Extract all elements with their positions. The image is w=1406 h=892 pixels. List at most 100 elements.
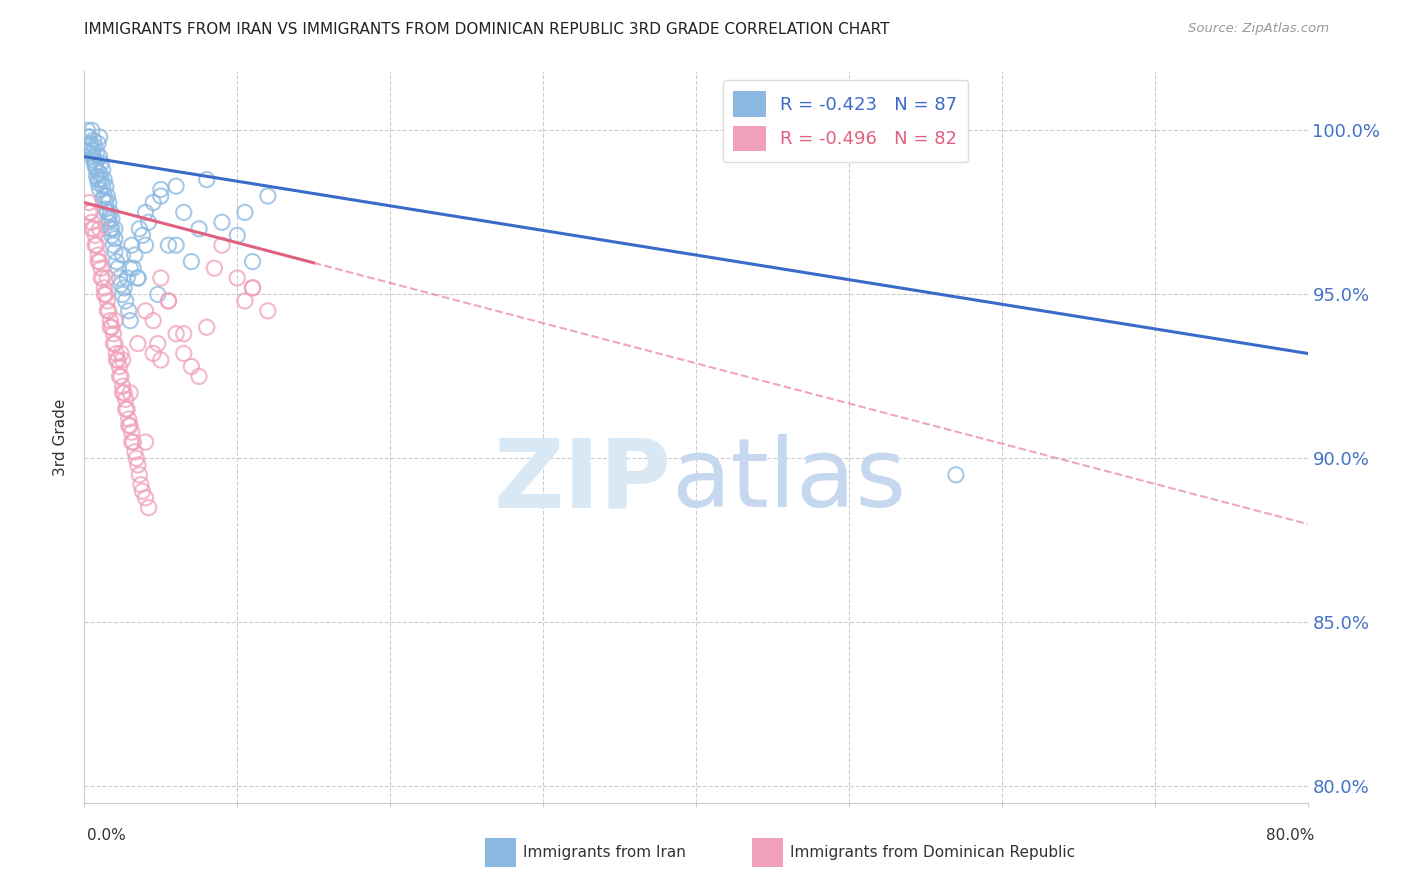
- Point: [98, 205, 121, 219]
- Point: [86, 169, 108, 184]
- Point: [97, 215, 120, 229]
- Point: [135, 205, 157, 219]
- Point: [89, 130, 111, 145]
- Text: ZIP: ZIP: [494, 434, 672, 527]
- Point: [83, 133, 105, 147]
- Point: [103, 336, 125, 351]
- Point: [112, 281, 135, 295]
- Point: [120, 313, 142, 327]
- Point: [124, 248, 146, 262]
- Point: [111, 287, 134, 301]
- Point: [157, 293, 180, 308]
- Point: [94, 287, 117, 301]
- Point: [91, 179, 114, 194]
- Point: [84, 140, 107, 154]
- Point: [226, 228, 249, 243]
- Point: [90, 261, 112, 276]
- Point: [195, 172, 218, 186]
- Text: atlas: atlas: [672, 434, 907, 527]
- Point: [93, 287, 115, 301]
- Point: [127, 458, 149, 472]
- Point: [105, 353, 128, 368]
- Point: [93, 172, 115, 186]
- Point: [173, 326, 195, 341]
- Point: [84, 160, 107, 174]
- Point: [97, 211, 120, 226]
- Point: [127, 336, 149, 351]
- Point: [94, 195, 117, 210]
- Point: [96, 205, 118, 219]
- Point: [195, 320, 218, 334]
- Legend: R = -0.423   N = 87, R = -0.496   N = 82: R = -0.423 N = 87, R = -0.496 N = 82: [723, 80, 969, 162]
- Point: [188, 222, 211, 236]
- Point: [138, 215, 160, 229]
- Point: [86, 146, 108, 161]
- Point: [83, 222, 105, 236]
- Point: [142, 195, 165, 210]
- Point: [96, 293, 118, 308]
- Point: [79, 136, 101, 151]
- Point: [77, 195, 100, 210]
- Point: [211, 215, 233, 229]
- Text: Immigrants from Dominican Republic: Immigrants from Dominican Republic: [790, 846, 1076, 860]
- Point: [108, 369, 131, 384]
- Point: [104, 222, 127, 236]
- Point: [96, 189, 118, 203]
- Point: [146, 336, 169, 351]
- Point: [89, 222, 111, 236]
- Point: [87, 176, 110, 190]
- Point: [125, 451, 148, 466]
- Point: [84, 238, 107, 252]
- Point: [135, 238, 157, 252]
- Point: [118, 412, 141, 426]
- Point: [202, 261, 225, 276]
- Point: [131, 484, 153, 499]
- Point: [180, 254, 202, 268]
- Point: [128, 222, 150, 236]
- Point: [80, 123, 103, 137]
- Point: [180, 359, 202, 374]
- Point: [90, 156, 112, 170]
- Point: [94, 179, 117, 194]
- Point: [110, 346, 132, 360]
- Point: [149, 353, 172, 368]
- Point: [94, 202, 117, 216]
- Point: [98, 320, 121, 334]
- Point: [97, 195, 120, 210]
- Point: [104, 232, 127, 246]
- Point: [149, 182, 172, 196]
- Point: [107, 261, 129, 276]
- Point: [173, 205, 195, 219]
- Y-axis label: 3rd Grade: 3rd Grade: [53, 399, 69, 475]
- Point: [103, 238, 125, 252]
- Point: [89, 254, 111, 268]
- Point: [114, 402, 136, 417]
- Point: [233, 293, 256, 308]
- Point: [80, 215, 103, 229]
- Point: [79, 140, 101, 154]
- Point: [121, 425, 143, 439]
- Point: [87, 136, 110, 151]
- Point: [98, 313, 121, 327]
- Point: [135, 491, 157, 505]
- Point: [98, 222, 121, 236]
- Point: [96, 303, 118, 318]
- Point: [103, 326, 125, 341]
- Point: [138, 500, 160, 515]
- Point: [105, 254, 128, 268]
- Point: [142, 346, 165, 360]
- Point: [84, 228, 107, 243]
- Point: [131, 228, 153, 243]
- Point: [122, 261, 145, 276]
- Point: [129, 477, 152, 491]
- Point: [242, 254, 264, 268]
- Point: [120, 418, 142, 433]
- Point: [142, 313, 165, 327]
- Point: [111, 353, 134, 368]
- Point: [165, 238, 187, 252]
- Point: [146, 287, 169, 301]
- Point: [165, 326, 187, 341]
- Point: [157, 293, 180, 308]
- Point: [173, 346, 195, 360]
- Point: [91, 162, 114, 177]
